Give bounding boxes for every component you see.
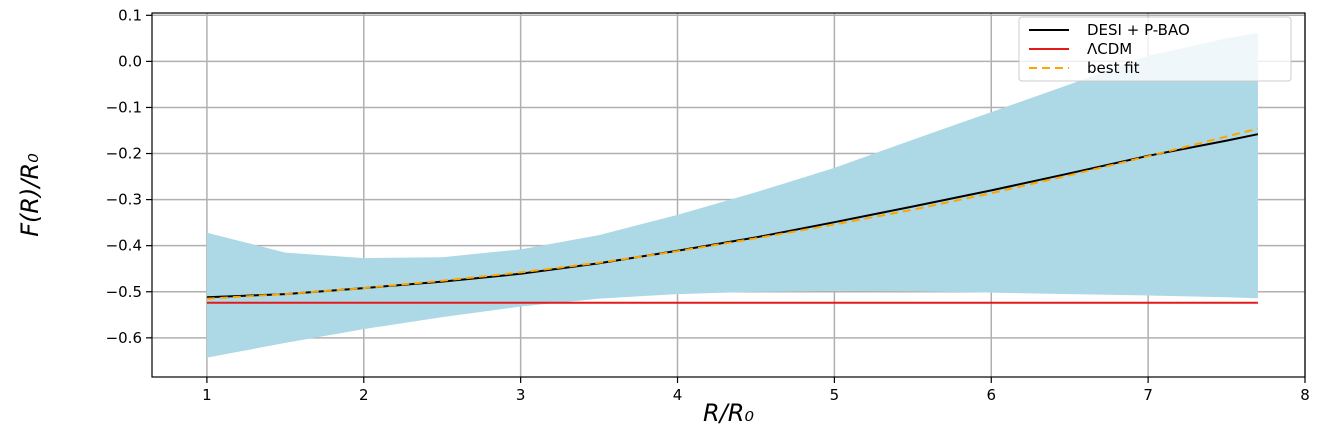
y-tick-label: −0.3 [106, 191, 142, 209]
x-tick-label: 3 [516, 386, 526, 404]
axis-ticks: 1 2 3 4 5 6 7 8 −0.6 −0.5 −0.4 −0.3 −0.2 −0.1 0.0 0.1 [106, 6, 1310, 404]
x-axis-label: R/R₀ [703, 399, 754, 427]
confidence-band [206, 32, 1258, 358]
y-tick-label: −0.4 [106, 237, 142, 255]
plot-frame [151, 12, 1306, 378]
x-tick-label: 8 [1300, 386, 1310, 404]
legend-label-1: ΛCDM [1087, 40, 1132, 58]
y-tick-label: −0.1 [106, 98, 142, 116]
y-axis-label: F(R)/R₀ [16, 153, 44, 237]
x-tick-label: 1 [202, 386, 212, 404]
y-tick-label: −0.6 [106, 329, 142, 347]
y-tick-label: −0.5 [106, 283, 142, 301]
legend-label-0: DESI + P-BAO [1087, 21, 1190, 39]
x-tick-label: 7 [1143, 386, 1153, 404]
y-tick-label: 0.0 [118, 52, 142, 70]
x-tick-label: 4 [673, 386, 683, 404]
series-line-2 [206, 127, 1259, 300]
x-tick-label: 2 [359, 386, 369, 404]
confidence-band-layer [206, 32, 1258, 358]
y-tick-label: −0.2 [106, 145, 142, 163]
y-tick-label: 0.1 [118, 6, 142, 24]
x-tick-label: 5 [830, 386, 840, 404]
legend-label-2: best fit [1087, 59, 1140, 77]
x-tick-label: 6 [986, 386, 996, 404]
legend-box [1018, 16, 1292, 82]
series-layer [206, 127, 1259, 304]
